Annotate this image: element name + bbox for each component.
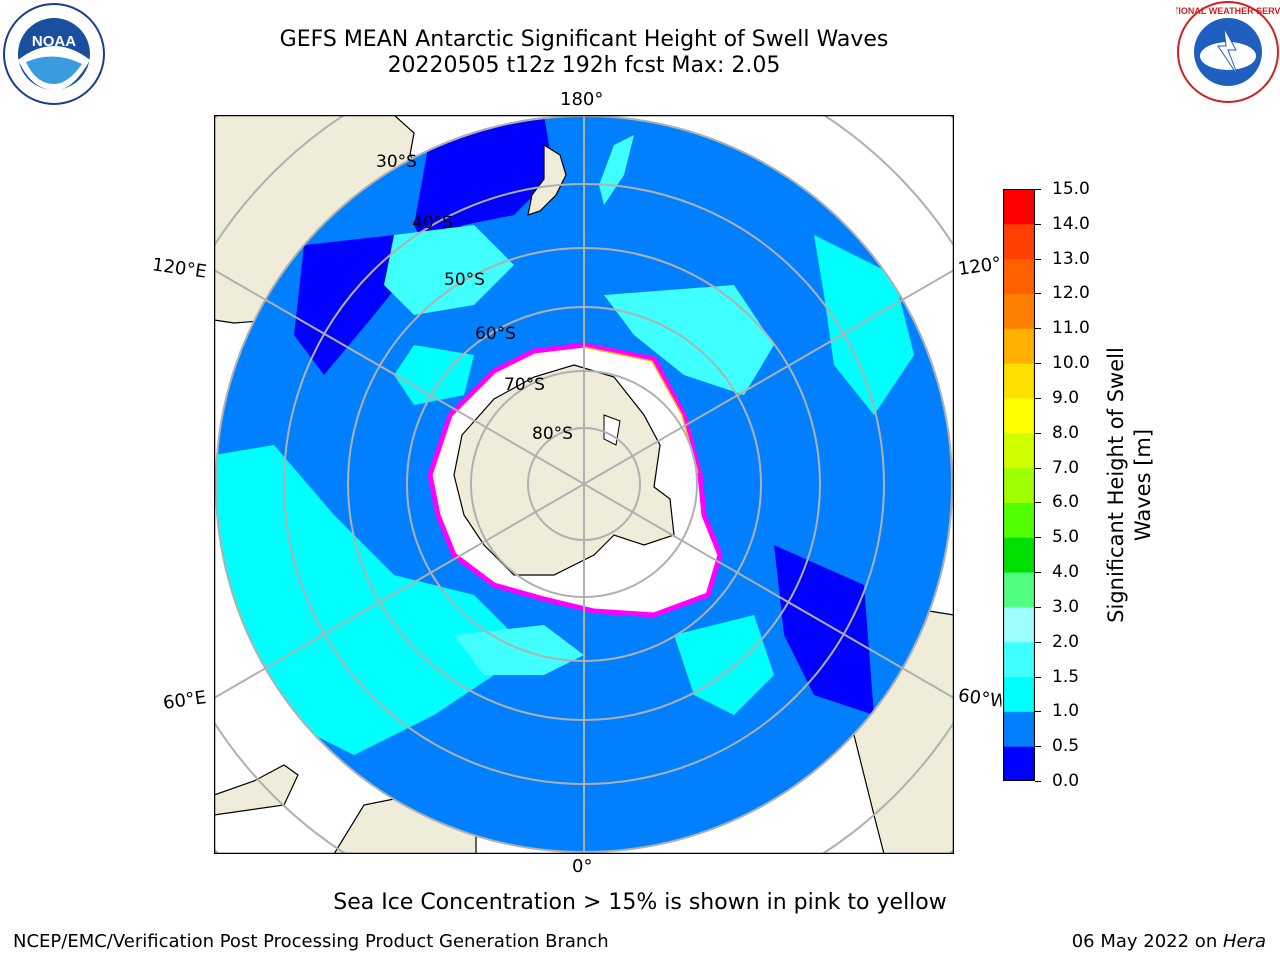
- colorbar-tick-label: 0.5: [1052, 736, 1080, 757]
- lat-label-30s: 30°S: [376, 152, 417, 172]
- colorbar-segment: [1003, 189, 1035, 225]
- colorbar-tick-label: 4.0: [1052, 562, 1080, 583]
- colorbar-tick-mark: [1035, 537, 1041, 539]
- colorbar-segment: [1003, 537, 1035, 573]
- lon-label-120e: 120°E: [150, 254, 208, 283]
- land-madagascar: [214, 764, 299, 816]
- lon-label-60e: 60°E: [161, 687, 208, 714]
- colorbar-segment: [1003, 397, 1035, 434]
- colorbar-tick-mark: [1035, 746, 1041, 748]
- colorbar-tick-mark: [1035, 293, 1041, 295]
- colorbar-tick-label: 13.0: [1052, 248, 1090, 269]
- colorbar-segment: [1003, 676, 1035, 712]
- colorbar-segment: [1003, 258, 1035, 294]
- colorbar-segment: [1003, 606, 1035, 643]
- colorbar-tick-label: 2.0: [1052, 631, 1080, 652]
- colorbar-tick-label: 6.0: [1052, 492, 1080, 513]
- colorbar: [1003, 189, 1035, 781]
- sea-ice-note: Sea Ice Concentration > 15% is shown in …: [333, 890, 947, 915]
- lat-label-60s: 60°S: [475, 324, 516, 344]
- colorbar-segment: [1003, 746, 1035, 781]
- colorbar-segment: [1003, 467, 1035, 503]
- colorbar-tick-label: 14.0: [1052, 213, 1090, 234]
- lon-label-180: 180°: [560, 89, 604, 110]
- colorbar-tick-label: 9.0: [1052, 387, 1080, 408]
- colorbar-tick-mark: [1035, 641, 1041, 643]
- noaa-logo-text: NOAA: [32, 33, 76, 50]
- colorbar-tick-mark: [1035, 711, 1041, 713]
- colorbar-tick-label: 12.0: [1052, 283, 1090, 304]
- colorbar-segment: [1003, 363, 1035, 399]
- colorbar-tick-mark: [1035, 781, 1041, 782]
- colorbar-segment: [1003, 328, 1035, 364]
- noaa-logo: NOAA: [3, 3, 105, 105]
- colorbar-segment: [1003, 572, 1035, 608]
- page-title: GEFS MEAN Antarctic Significant Height o…: [279, 27, 889, 52]
- colorbar-segment: [1003, 641, 1035, 678]
- lat-label-70s: 70°S: [504, 375, 545, 395]
- colorbar-tick-mark: [1035, 397, 1041, 399]
- land-antarctica: [453, 364, 675, 576]
- lon-label-0: 0°: [572, 856, 593, 877]
- colorbar-tick-mark: [1035, 467, 1041, 469]
- lat-label-40s: 40°S: [412, 213, 453, 233]
- colorbar-segment: [1003, 502, 1035, 538]
- colorbar-tick-label: 5.0: [1052, 527, 1080, 548]
- colorbar-tick-mark: [1035, 502, 1041, 504]
- lon-label-120w: 120°W: [956, 253, 1004, 280]
- lat-label-80s: 80°S: [532, 424, 573, 444]
- colorbar-tick-mark: [1035, 189, 1041, 190]
- colorbar-tick-mark: [1035, 676, 1041, 678]
- colorbar-tick-label: 0.0: [1052, 771, 1080, 791]
- footer-date: 06 May 2022 on Hera: [1071, 931, 1266, 952]
- colorbar-tick-label: 15.0: [1052, 179, 1090, 199]
- nws-logo: NATIONAL WEATHER SERVICE: [1176, 1, 1280, 103]
- colorbar-tick-label: 7.0: [1052, 457, 1080, 478]
- colorbar-label: Significant Height of Swell Waves [m]: [1104, 347, 1155, 623]
- colorbar-tick-mark: [1035, 572, 1041, 574]
- colorbar-tick-label: 11.0: [1052, 318, 1090, 339]
- colorbar-tick-label: 8.0: [1052, 422, 1080, 443]
- colorbar-tick-label: 3.0: [1052, 596, 1080, 617]
- lat-label-50s: 50°S: [444, 270, 485, 290]
- colorbar-segment: [1003, 223, 1035, 260]
- colorbar-tick-mark: [1035, 606, 1041, 608]
- colorbar-tick-label: 1.5: [1052, 666, 1080, 687]
- lon-label-60w: 60°W: [956, 685, 1004, 712]
- colorbar-tick-mark: [1035, 328, 1041, 330]
- colorbar-tick-mark: [1035, 258, 1041, 260]
- colorbar-tick-mark: [1035, 223, 1041, 225]
- colorbar-tick-mark: [1035, 363, 1041, 365]
- colorbar-tick-label: 1.0: [1052, 701, 1080, 722]
- footer-credit: NCEP/EMC/Verification Post Processing Pr…: [13, 931, 609, 952]
- nws-logo-text: NATIONAL WEATHER SERVICE: [1176, 6, 1280, 16]
- colorbar-tick-label: 10.0: [1052, 353, 1090, 374]
- colorbar-segment: [1003, 432, 1035, 469]
- polar-map: [214, 115, 954, 854]
- land-new-zealand: [527, 143, 567, 216]
- colorbar-segment: [1003, 711, 1035, 747]
- colorbar-segment: [1003, 293, 1035, 329]
- colorbar-tick-mark: [1035, 432, 1041, 434]
- page-subtitle: 20220505 t12z 192h fcst Max: 2.05: [387, 53, 781, 78]
